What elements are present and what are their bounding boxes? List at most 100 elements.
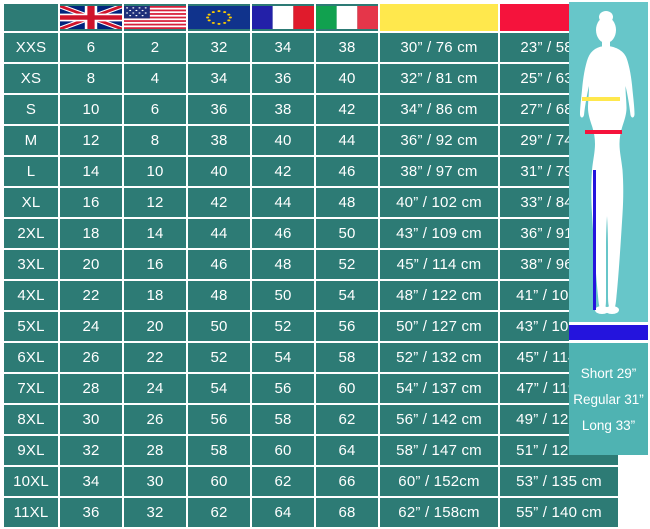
table-row: 9XL 32 28 58 60 64 58” / 147 cm 51” / 129 cm (4, 436, 618, 465)
size-value-cell-fr: 42 (252, 157, 314, 186)
size-value-cell-us: 28 (124, 436, 186, 465)
size-label-cell: XS (4, 64, 58, 93)
size-value-cell-it: 64 (316, 436, 378, 465)
table-body: XXS 6 2 32 34 38 30” / 76 cm 23” / 58 cm XS 8 4 34 3… (4, 33, 618, 527)
size-value-cell-uk: 32 (60, 436, 122, 465)
size-value-cell-us: 6 (124, 95, 186, 124)
size-value-cell-it: 40 (316, 64, 378, 93)
inseam-color-band (569, 325, 648, 340)
size-value-cell-it: 68 (316, 498, 378, 527)
size-value-cell-uk: 28 (60, 374, 122, 403)
size-value-cell-fr: 34 (252, 33, 314, 62)
silhouette-shape (580, 11, 635, 314)
measurement-cell-bust: 34” / 86 cm (380, 95, 498, 124)
header-eu (188, 4, 250, 31)
size-value-cell-us: 12 (124, 188, 186, 217)
size-value-cell-it: 58 (316, 343, 378, 372)
size-value-cell-fr: 36 (252, 64, 314, 93)
measurement-cell-bust: 38” / 97 cm (380, 157, 498, 186)
size-value-cell-uk: 26 (60, 343, 122, 372)
inseam-option-short: Short 29” (580, 365, 637, 381)
size-label-cell: L (4, 157, 58, 186)
size-value-cell-fr: 44 (252, 188, 314, 217)
size-label-cell: 2XL (4, 219, 58, 248)
size-value-cell-eu: 50 (188, 312, 250, 341)
size-table-container: XXS 6 2 32 34 38 30” / 76 cm 23” / 58 cm XS 8 4 34 3… (4, 4, 618, 527)
measurement-cell-bust: 48” / 122 cm (380, 281, 498, 310)
measurement-cell-waist: 55” / 140 cm (500, 498, 618, 527)
table-row: 2XL 18 14 44 46 50 43” / 109 cm 36” / 91 cm (4, 219, 618, 248)
table-row: 5XL 24 20 50 52 56 50” / 127 cm 43” / 109 cm (4, 312, 618, 341)
size-value-cell-eu: 32 (188, 33, 250, 62)
table-row: 11XL 36 32 62 64 68 62” / 158cm 55” / 140 cm (4, 498, 618, 527)
size-value-cell-us: 18 (124, 281, 186, 310)
header-fr (252, 4, 314, 31)
measurement-cell-bust: 54” / 137 cm (380, 374, 498, 403)
size-label-cell: XXS (4, 33, 58, 62)
size-value-cell-uk: 14 (60, 157, 122, 186)
size-label-cell: 9XL (4, 436, 58, 465)
size-value-cell-eu: 54 (188, 374, 250, 403)
table-row: XL 16 12 42 44 48 40” / 102 cm 33” / 84 cm (4, 188, 618, 217)
size-value-cell-uk: 30 (60, 405, 122, 434)
size-label-cell: S (4, 95, 58, 124)
measurement-cell-bust: 58” / 147 cm (380, 436, 498, 465)
table-row: M 12 8 38 40 44 36” / 92 cm 29” / 74 cm (4, 126, 618, 155)
size-label-cell: 5XL (4, 312, 58, 341)
table-row: 8XL 30 26 56 58 62 56” / 142 cm 49” / 124 cm (4, 405, 618, 434)
measurement-cell-waist: 53” / 135 cm (500, 467, 618, 496)
size-value-cell-uk: 18 (60, 219, 122, 248)
header-us (124, 4, 186, 31)
size-value-cell-uk: 22 (60, 281, 122, 310)
size-value-cell-eu: 42 (188, 188, 250, 217)
eu-flag-icon (188, 6, 250, 29)
size-value-cell-uk: 12 (60, 126, 122, 155)
measurement-cell-bust: 45” / 114 cm (380, 250, 498, 279)
size-value-cell-it: 46 (316, 157, 378, 186)
size-value-cell-eu: 56 (188, 405, 250, 434)
size-chart-root: XXS 6 2 32 34 38 30” / 76 cm 23” / 58 cm XS 8 4 34 3… (4, 2, 648, 527)
size-value-cell-us: 22 (124, 343, 186, 372)
size-value-cell-fr: 60 (252, 436, 314, 465)
table-row: S 10 6 36 38 42 34” / 86 cm 27” / 68 cm (4, 95, 618, 124)
size-value-cell-eu: 60 (188, 467, 250, 496)
us-flag-icon (124, 6, 186, 29)
measurement-cell-bust: 43” / 109 cm (380, 219, 498, 248)
size-value-cell-uk: 36 (60, 498, 122, 527)
size-label-cell: 4XL (4, 281, 58, 310)
body-figure-panel (569, 2, 648, 322)
inseam-option-regular: Regular 31” (573, 391, 644, 407)
measurement-cell-bust: 32” / 81 cm (380, 64, 498, 93)
header-row (4, 4, 618, 31)
measurement-cell-bust: 36” / 92 cm (380, 126, 498, 155)
measurement-cell-bust: 30” / 76 cm (380, 33, 498, 62)
bust-color-band (380, 4, 498, 31)
measurement-cell-bust: 62” / 158cm (380, 498, 498, 527)
table-row: 7XL 28 24 54 56 60 54” / 137 cm 47” / 119 cm (4, 374, 618, 403)
header-uk (60, 4, 122, 31)
size-label-cell: 7XL (4, 374, 58, 403)
size-value-cell-fr: 52 (252, 312, 314, 341)
size-value-cell-us: 8 (124, 126, 186, 155)
female-body-silhouette (569, 2, 648, 322)
size-value-cell-us: 2 (124, 33, 186, 62)
inseam-option-long: Long 33” (581, 417, 636, 433)
measurement-cell-bust: 56” / 142 cm (380, 405, 498, 434)
table-row: 3XL 20 16 46 48 52 45” / 114 cm 38” / 96 cm (4, 250, 618, 279)
measurement-cell-bust: 60” / 152cm (380, 467, 498, 496)
size-value-cell-fr: 38 (252, 95, 314, 124)
size-value-cell-fr: 46 (252, 219, 314, 248)
size-value-cell-eu: 40 (188, 157, 250, 186)
header-bust (380, 4, 498, 31)
size-value-cell-us: 20 (124, 312, 186, 341)
size-value-cell-uk: 16 (60, 188, 122, 217)
size-value-cell-fr: 50 (252, 281, 314, 310)
measurement-cell-bust: 50” / 127 cm (380, 312, 498, 341)
uk-flag-icon (60, 6, 122, 29)
size-value-cell-eu: 58 (188, 436, 250, 465)
size-value-cell-us: 4 (124, 64, 186, 93)
size-label-cell: 6XL (4, 343, 58, 372)
size-value-cell-eu: 36 (188, 95, 250, 124)
size-conversion-table: XXS 6 2 32 34 38 30” / 76 cm 23” / 58 cm XS 8 4 34 3… (2, 2, 620, 529)
table-row: L 14 10 40 42 46 38” / 97 cm 31” / 79 cm (4, 157, 618, 186)
